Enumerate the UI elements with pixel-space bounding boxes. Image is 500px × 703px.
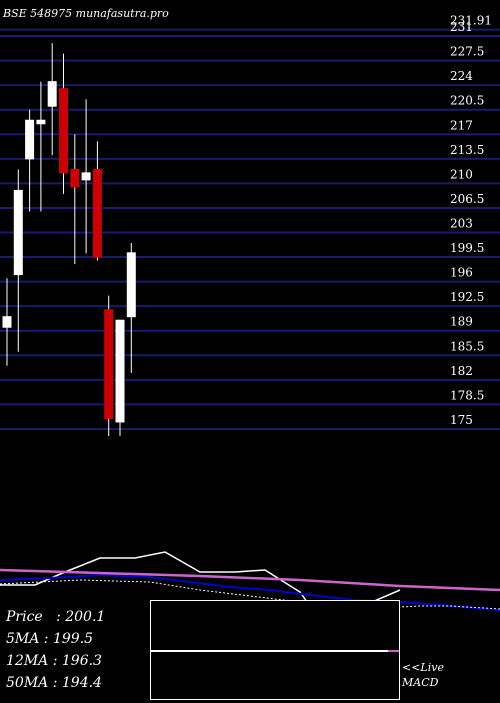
candle-down [104, 309, 114, 419]
y-tick-label: 220.5 [450, 94, 484, 108]
candles [2, 43, 136, 436]
candle-down [92, 168, 102, 258]
y-tick-label: 203 [450, 217, 473, 231]
y-tick-label: 182 [450, 364, 473, 378]
indicator-line [0, 573, 500, 611]
y-tick-label: 175 [450, 413, 473, 427]
y-tick-label: 192.5 [450, 290, 484, 304]
candle-up [36, 119, 46, 125]
chart-title: BSE 548975 munafasutra.pro [2, 7, 169, 20]
candle-down [70, 168, 80, 188]
candle-up [25, 119, 35, 160]
candle-up [13, 189, 23, 276]
y-tick-label: 224 [450, 69, 473, 83]
ma5-value: 5MA : 199.5 [6, 631, 94, 647]
candle-down [59, 88, 68, 174]
ma50-value: 50MA : 194.4 [6, 675, 102, 691]
y-tick-label: 217 [450, 118, 473, 132]
indicator-line [0, 568, 500, 592]
live-link[interactable]: <<Live [402, 661, 444, 674]
candle-up [126, 252, 136, 318]
macd-legend: <<Live MACD [402, 660, 444, 690]
y-tick-label: 213.5 [450, 143, 484, 157]
price-stats: Price : 200.1 5MA : 199.5 12MA : 196.3 5… [6, 606, 156, 694]
macd-panel [150, 600, 400, 700]
y-tick-label: 185.5 [450, 339, 484, 353]
macd-label: MACD [402, 676, 439, 689]
candle-up [81, 172, 91, 181]
candle-up [47, 81, 57, 107]
candle-up [2, 316, 12, 328]
y-tick-label: 231 [450, 20, 473, 34]
y-tick-label: 196 [450, 266, 473, 280]
macd-signal-line-box [151, 650, 399, 652]
price-value: Price : 200.1 [6, 609, 106, 625]
ma12-value: 12MA : 196.3 [6, 653, 102, 669]
y-tick-label: 210 [450, 167, 473, 181]
y-tick-label: 189 [450, 315, 473, 329]
grid-lines [0, 28, 500, 430]
y-tick-label: 227.5 [450, 45, 484, 59]
y-tick-label: 178.5 [450, 388, 484, 402]
candle-up [115, 319, 125, 423]
y-tick-label: 206.5 [450, 192, 484, 206]
y-tick-label: 231.91 [450, 14, 492, 28]
y-tick-label: 199.5 [450, 241, 484, 255]
